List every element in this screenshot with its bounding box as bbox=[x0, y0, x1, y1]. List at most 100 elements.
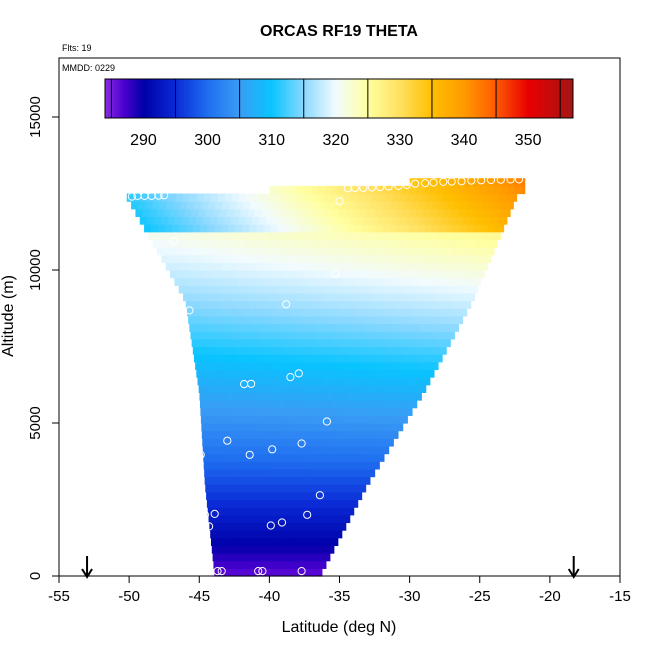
field-cell bbox=[383, 308, 391, 317]
field-cell bbox=[412, 239, 420, 248]
field-cell bbox=[444, 185, 453, 195]
field-cell bbox=[375, 346, 383, 355]
field-cell bbox=[347, 499, 355, 508]
field-cell bbox=[188, 216, 197, 225]
field-cell bbox=[207, 507, 216, 516]
field-cell bbox=[384, 277, 393, 286]
field-cell bbox=[380, 208, 389, 218]
field-cell bbox=[358, 468, 367, 478]
track-point bbox=[457, 177, 466, 186]
field-cell bbox=[472, 247, 481, 256]
field-cell bbox=[369, 415, 377, 424]
field-cell bbox=[223, 438, 231, 447]
field-cell bbox=[236, 308, 244, 317]
field-cell bbox=[234, 247, 242, 256]
field-cell bbox=[313, 308, 321, 317]
field-cell bbox=[356, 315, 365, 325]
colorbar-segment bbox=[532, 79, 536, 118]
field-cell bbox=[334, 415, 342, 424]
field-cell bbox=[454, 277, 463, 286]
field-cell bbox=[191, 338, 200, 348]
field-cell bbox=[483, 216, 491, 225]
field-cell bbox=[415, 270, 424, 279]
field-cell bbox=[235, 507, 244, 516]
field-cell bbox=[139, 216, 148, 225]
field-cell bbox=[234, 499, 243, 508]
field-cell bbox=[257, 308, 265, 317]
field-cell bbox=[360, 185, 369, 195]
field-cell bbox=[372, 231, 381, 240]
colorbar-segment bbox=[356, 79, 360, 118]
field-cell bbox=[371, 369, 380, 378]
field-cell bbox=[257, 239, 266, 248]
field-cell bbox=[318, 491, 326, 501]
field-cell bbox=[253, 292, 261, 302]
field-cell bbox=[475, 239, 483, 248]
field-cell bbox=[290, 285, 299, 294]
field-cell bbox=[333, 407, 342, 416]
field-cell bbox=[235, 407, 244, 416]
field-cell bbox=[335, 438, 344, 447]
track-point bbox=[254, 567, 263, 576]
field-cell bbox=[262, 285, 271, 294]
field-cell bbox=[412, 315, 421, 325]
field-cell bbox=[222, 308, 230, 317]
colorbar-segment bbox=[248, 79, 252, 118]
field-cell bbox=[185, 285, 194, 294]
field-cell bbox=[236, 423, 245, 432]
field-cell bbox=[305, 346, 313, 355]
field-cell bbox=[473, 285, 479, 294]
field-cell bbox=[199, 247, 207, 256]
field-cell bbox=[289, 553, 298, 562]
field-cell bbox=[301, 461, 310, 470]
track-point bbox=[394, 181, 403, 190]
field-cell bbox=[376, 262, 384, 271]
field-cell bbox=[310, 270, 318, 279]
field-cell bbox=[293, 315, 301, 325]
field-cell bbox=[294, 453, 302, 462]
field-cell bbox=[186, 308, 195, 317]
field-cell bbox=[159, 201, 167, 210]
colorbar-segment bbox=[388, 79, 393, 118]
field-cell bbox=[418, 308, 426, 317]
field-cell bbox=[405, 239, 413, 248]
field-cell bbox=[321, 315, 329, 325]
colorbar-segment bbox=[280, 79, 284, 118]
field-cell bbox=[441, 323, 450, 332]
field-cell bbox=[317, 270, 325, 279]
field-cell bbox=[219, 484, 227, 493]
field-cell bbox=[262, 560, 271, 569]
field-cell bbox=[170, 270, 178, 279]
field-cell bbox=[211, 292, 219, 302]
field-cell bbox=[213, 300, 222, 309]
field-cell bbox=[213, 491, 221, 501]
field-cell bbox=[351, 292, 359, 302]
field-cell bbox=[207, 224, 215, 233]
field-cell bbox=[399, 369, 408, 378]
field-cell bbox=[303, 384, 312, 393]
field-cell bbox=[270, 499, 278, 508]
latitude-arrows bbox=[81, 556, 580, 579]
field-cell bbox=[316, 331, 325, 340]
field-cell bbox=[187, 201, 195, 210]
field-cell bbox=[337, 468, 346, 478]
field-cell bbox=[224, 461, 233, 470]
field-cell bbox=[244, 361, 252, 371]
field-cell bbox=[195, 315, 203, 325]
field-cell bbox=[229, 239, 238, 248]
field-cell bbox=[285, 430, 294, 439]
field-cell bbox=[295, 292, 303, 302]
x-tick-label: -45 bbox=[188, 588, 210, 605]
field-cell bbox=[450, 270, 459, 279]
field-cell bbox=[413, 254, 422, 263]
field-cell bbox=[343, 323, 352, 332]
field-cell bbox=[330, 292, 338, 302]
field-cell bbox=[449, 331, 455, 340]
field-cell bbox=[423, 247, 432, 256]
field-cell bbox=[285, 239, 294, 248]
field-cell bbox=[298, 346, 306, 355]
field-cell bbox=[366, 384, 375, 393]
field-cell bbox=[151, 224, 159, 233]
field-cell bbox=[428, 193, 436, 202]
field-cell bbox=[332, 392, 341, 401]
